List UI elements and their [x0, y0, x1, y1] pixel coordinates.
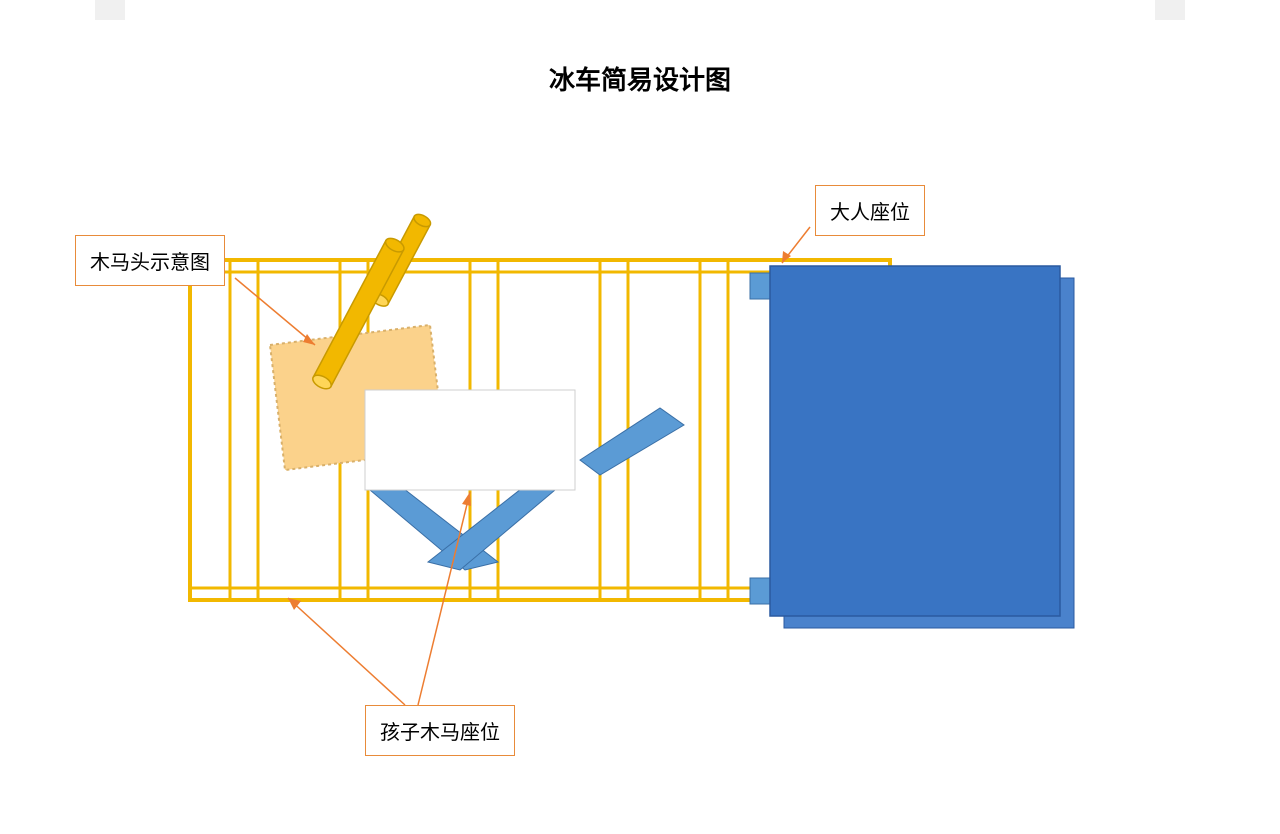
label-horse-head: 木马头示意图	[75, 235, 225, 286]
label-adult-seat: 大人座位	[815, 185, 925, 236]
diagram-title: 冰车简易设计图	[0, 60, 1280, 97]
diagram-canvas: 木马头示意图 大人座位 孩子木马座位	[70, 150, 1170, 790]
adult-seat-shape	[750, 266, 1074, 628]
child-seat	[365, 390, 575, 490]
diagram-svg	[70, 150, 1170, 790]
label-child-seat: 孩子木马座位	[365, 705, 515, 756]
page-corner-top-left	[95, 0, 125, 20]
page-corner-top-right	[1155, 0, 1185, 20]
